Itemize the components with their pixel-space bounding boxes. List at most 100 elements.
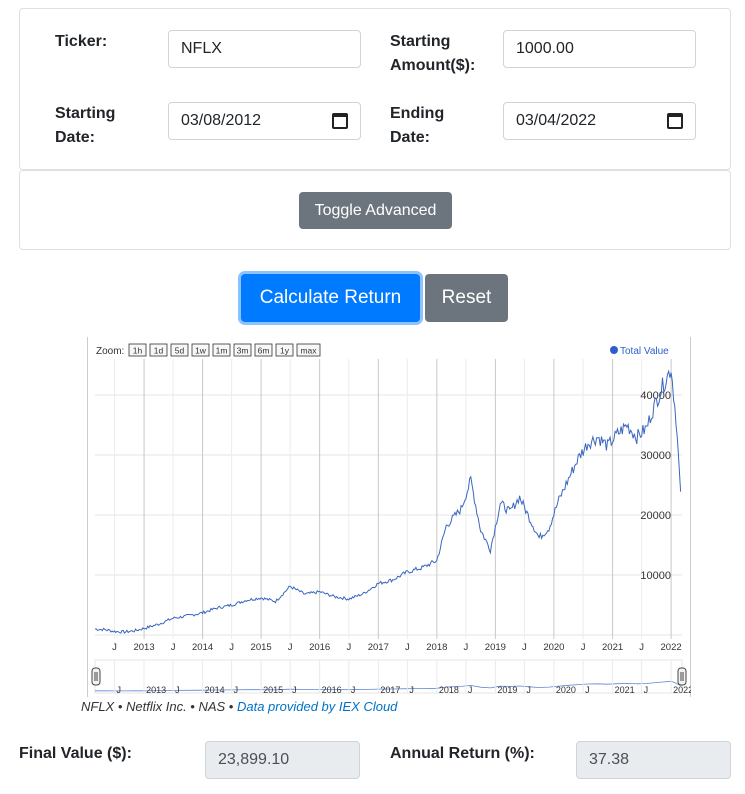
navigator-tick-label: J — [468, 685, 473, 695]
navigator-tick-label: 2017 — [380, 685, 400, 695]
x-tick-label: J — [405, 642, 410, 653]
navigator-tick-label: 2016 — [322, 685, 342, 695]
zoom-button-label: max — [300, 346, 317, 356]
x-tick-label: 2015 — [251, 642, 272, 653]
zoom-button-label: 6m — [258, 346, 270, 356]
x-tick-label: 2016 — [309, 642, 330, 653]
x-tick-label: 2013 — [133, 642, 154, 653]
x-tick-label: J — [463, 642, 468, 653]
x-tick-label: J — [639, 642, 644, 653]
credits-text: NFLX • Netflix Inc. • NAS • — [81, 699, 234, 714]
zoom-button-6m[interactable]: 6m — [254, 343, 273, 357]
navigator-handle-right[interactable] — [677, 667, 687, 686]
zoom-button-label: 1y — [280, 346, 290, 356]
navigator-handle-left[interactable] — [91, 667, 101, 686]
starting-date-value: 03/08/2012 — [181, 112, 262, 129]
navigator[interactable]: J 2013 J 2014 J 2015 J 2016 J 2017 J 2018 J 2019 J 2020… — [91, 659, 691, 695]
annual-return-output: 37.38 — [576, 741, 731, 779]
series-line-total-value — [94, 369, 682, 634]
y-tick-label: 10000 — [640, 570, 671, 582]
toggle-advanced-button[interactable]: Toggle Advanced — [299, 192, 452, 229]
x-tick-label: J — [229, 642, 234, 653]
total-value-chart[interactable]: Zoom: 1h 1d 5d 1w 1m 3m 6m 1y max Total Value 10… — [87, 337, 691, 697]
final-value-label: Final Value ($): — [19, 745, 132, 762]
navigator-tick-label: 2014 — [205, 685, 225, 695]
final-value-output: 23,899.10 — [205, 741, 360, 779]
inputs-card: Ticker: NFLX Starting Amount($): 1000.00… — [19, 8, 731, 170]
reset-button[interactable]: Reset — [425, 274, 508, 322]
zoom-button-label: 1w — [195, 346, 207, 356]
x-tick-label: 2019 — [485, 642, 506, 653]
zoom-buttons: 1h 1d 5d 1w 1m 3m 6m 1y max — [128, 343, 321, 357]
x-tick-label: 2022 — [661, 642, 682, 653]
zoom-button-label: 3m — [237, 346, 249, 356]
y-axis: 10000 20000 30000 40000 — [640, 390, 671, 582]
navigator-tick-label: 2021 — [615, 685, 635, 695]
navigator-tick-label: J — [234, 685, 239, 695]
navigator-tick-label: 2013 — [146, 685, 166, 695]
navigator-tick-label: 2020 — [556, 685, 576, 695]
iex-cloud-link[interactable]: Data provided by IEX Cloud — [236, 699, 398, 714]
calendar-icon[interactable] — [667, 113, 683, 129]
x-tick-label: 2017 — [368, 642, 389, 653]
navigator-tick-label: J — [409, 685, 414, 695]
zoom-button-3m[interactable]: 3m — [233, 343, 252, 357]
calendar-icon[interactable] — [332, 113, 348, 129]
zoom-button-label: 5d — [175, 346, 185, 356]
zoom-button-1h[interactable]: 1h — [128, 343, 147, 357]
navigator-frame — [94, 659, 683, 694]
x-tick-label: 2020 — [543, 642, 564, 653]
annual-return-label: Annual Return (%): — [390, 745, 535, 762]
chart-credits: NFLX • Netflix Inc. • NAS • Data provide… — [81, 699, 397, 714]
navigator-tick-label: J — [175, 685, 180, 695]
ending-date-value: 03/04/2022 — [516, 112, 597, 129]
legend-marker — [610, 346, 618, 354]
calculate-return-button[interactable]: Calculate Return — [241, 274, 420, 322]
zoom-button-1w[interactable]: 1w — [191, 343, 210, 357]
x-tick-label: J — [288, 642, 293, 653]
starting-amount-input[interactable]: 1000.00 — [503, 30, 696, 68]
starting-date-label-line2: Date: — [55, 129, 96, 146]
ending-date-label-line1: Ending — [390, 105, 445, 122]
x-tick-label: J — [522, 642, 527, 653]
zoom-label: Zoom: — [96, 346, 124, 357]
ending-date-input[interactable]: 03/04/2022 — [503, 102, 696, 140]
starting-amount-label-line2: Amount($): — [390, 57, 476, 74]
navigator-tick-label: 2019 — [497, 685, 517, 695]
starting-amount-label-line1: Starting — [390, 33, 451, 50]
x-tick-label: J — [581, 642, 586, 653]
x-tick-label: J — [112, 642, 117, 653]
gridlines — [95, 359, 682, 639]
zoom-button-1m[interactable]: 1m — [212, 343, 231, 357]
navigator-tick-label: J — [117, 685, 122, 695]
ending-date-label-line2: Date: — [390, 129, 431, 146]
x-tick-label: 2014 — [192, 642, 213, 653]
ticker-input[interactable]: NFLX — [168, 30, 361, 68]
legend-label[interactable]: Total Value — [620, 346, 669, 357]
navigator-tick-label: J — [644, 685, 649, 695]
navigator-tick-label: 2018 — [439, 685, 459, 695]
zoom-button-5d[interactable]: 5d — [170, 343, 189, 357]
x-tick-label: J — [346, 642, 351, 653]
y-tick-label: 40000 — [640, 390, 671, 402]
navigator-tick-label: 2015 — [263, 685, 283, 695]
navigator-tick-label: J — [585, 685, 590, 695]
zoom-button-label: 1h — [133, 346, 143, 356]
navigator-tick-label: 2022 — [673, 685, 691, 695]
y-tick-label: 30000 — [640, 450, 671, 462]
starting-date-label-line1: Starting — [55, 105, 116, 122]
x-tick-label: J — [171, 642, 176, 653]
zoom-button-1d[interactable]: 1d — [149, 343, 168, 357]
zoom-button-max[interactable]: max — [296, 343, 321, 357]
x-axis: J 2013 J 2014 J 2015 J 2016 J 2017 J 2018 J 2019 J 2020… — [112, 642, 681, 653]
ending-date-label: Ending Date: — [390, 102, 444, 150]
navigator-tick-label: J — [526, 685, 531, 695]
starting-date-input[interactable]: 03/08/2012 — [168, 102, 361, 140]
y-tick-label: 20000 — [640, 510, 671, 522]
starting-date-label: Starting Date: — [55, 102, 115, 150]
zoom-button-label: 1d — [154, 346, 164, 356]
ticker-label: Ticker: — [55, 33, 108, 50]
zoom-button-1y[interactable]: 1y — [275, 343, 294, 357]
navigator-axis: J 2013 J 2014 J 2015 J 2016 J 2017 J 2018 J 2019 J 2020… — [114, 660, 691, 695]
starting-amount-label: Starting Amount($): — [390, 30, 475, 78]
